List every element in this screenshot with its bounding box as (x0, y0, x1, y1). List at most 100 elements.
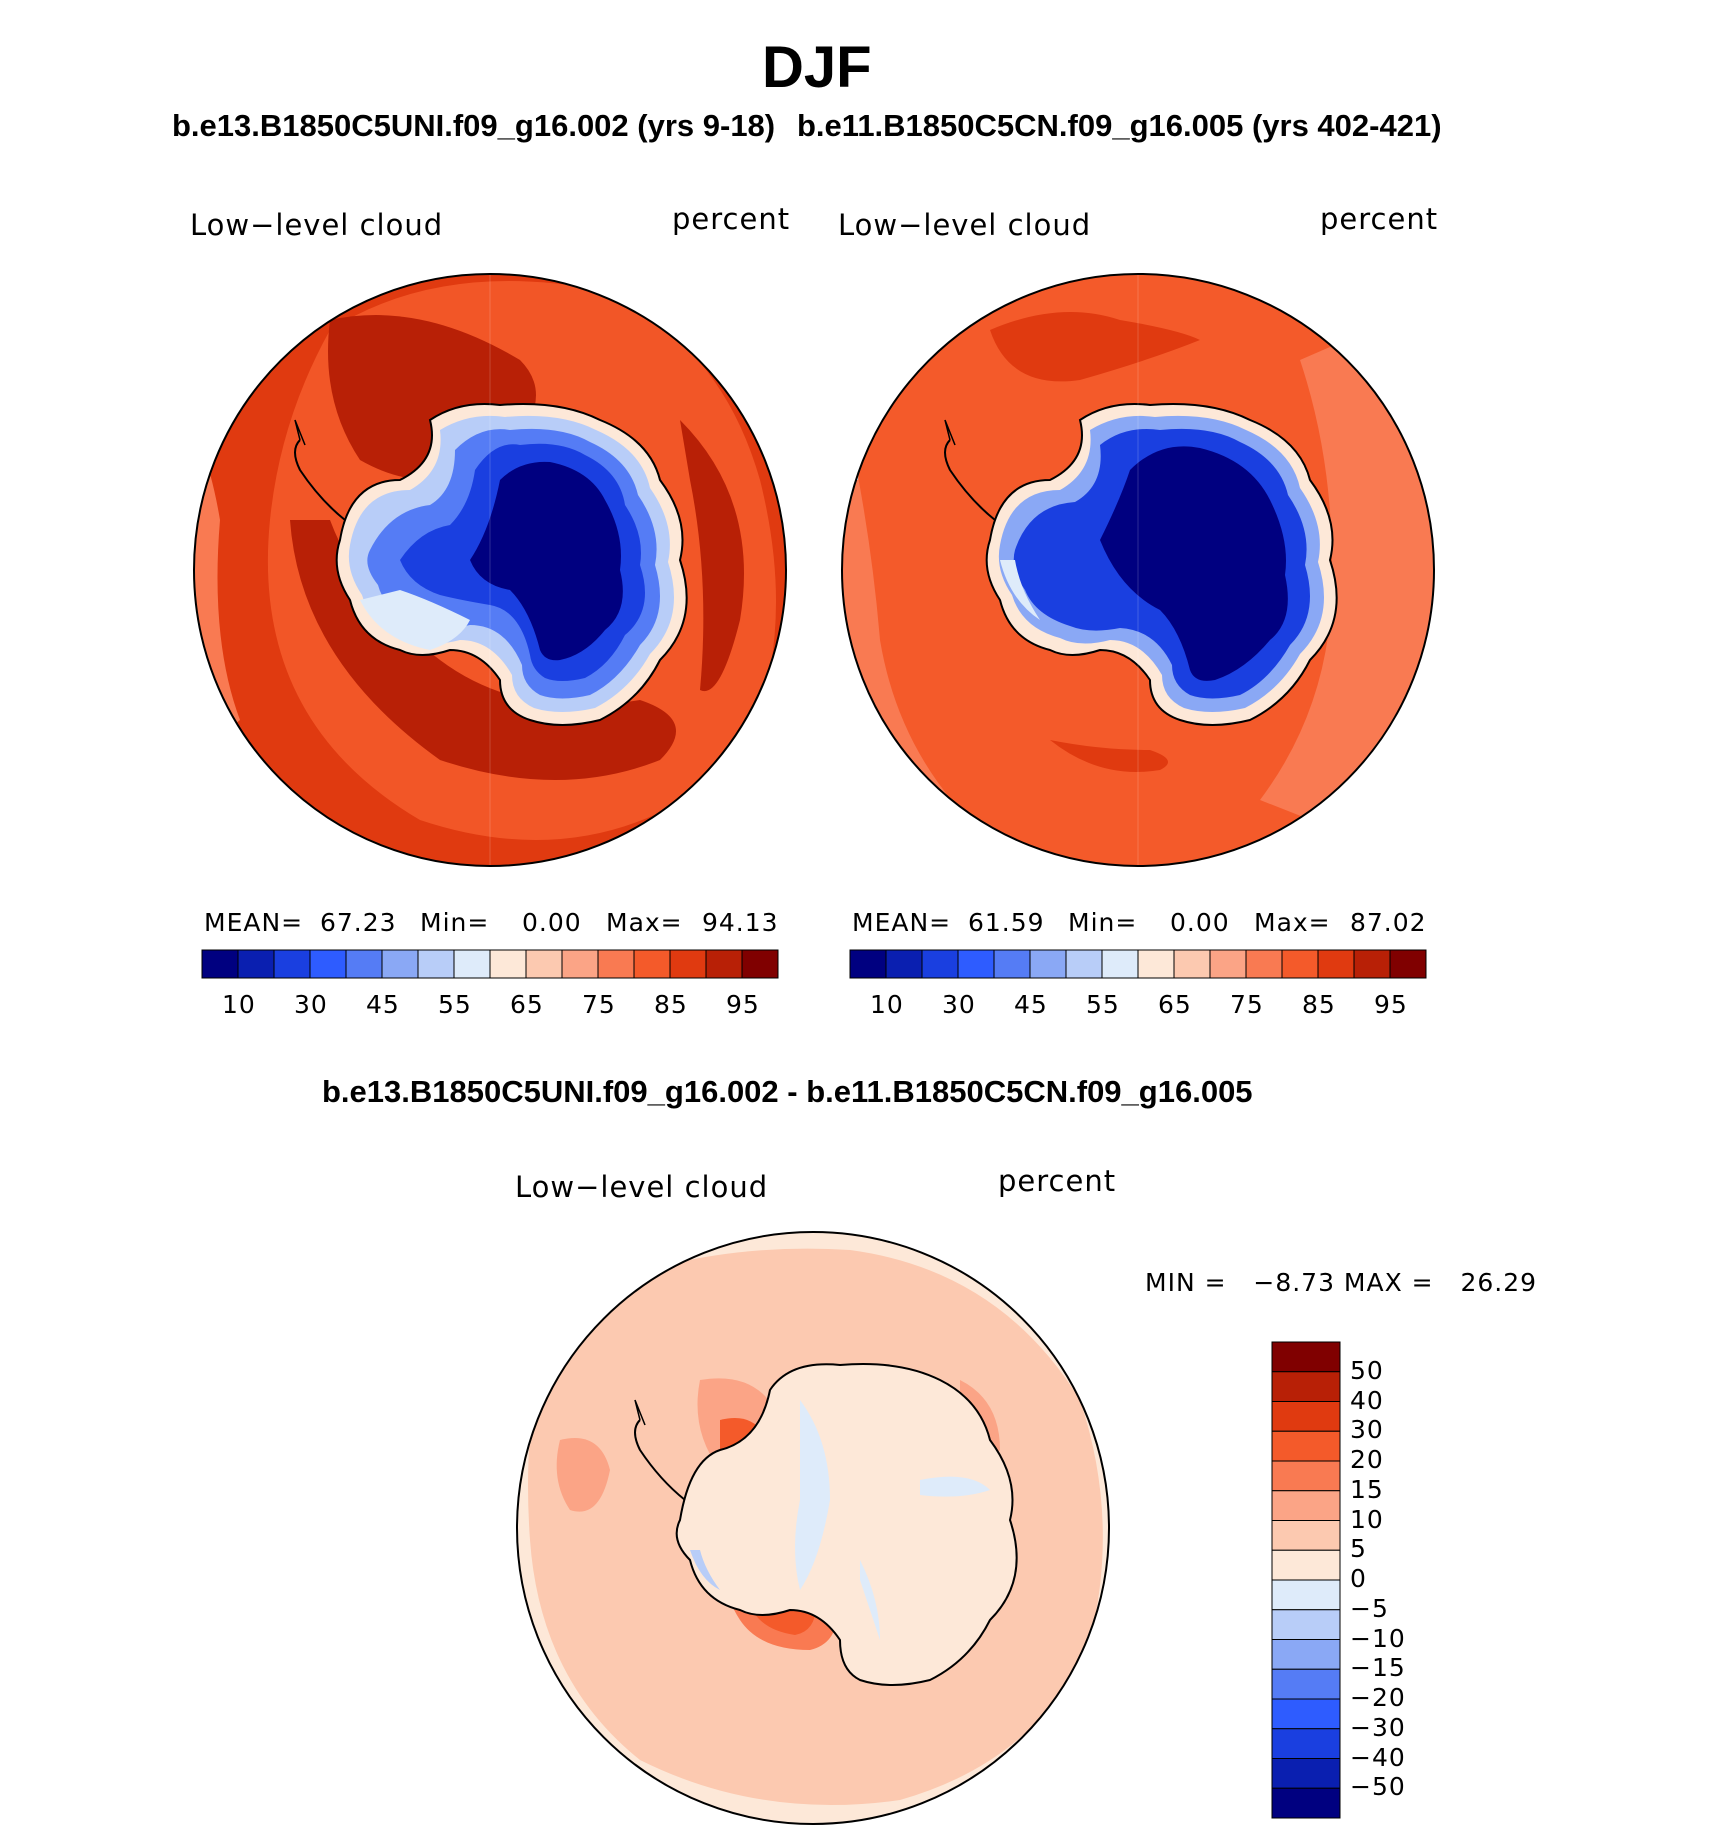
panel2-max-value: 87.02 (1350, 908, 1427, 937)
colorbar-tick-label: 65 (510, 990, 544, 1019)
colorbar-swatch (1271, 1758, 1341, 1789)
diff-map-border (516, 1231, 1110, 1825)
panel1-units-label: percent (672, 202, 791, 236)
colorbar-tick-label: 75 (1230, 990, 1264, 1019)
colorbar-tick-label: 55 (1086, 990, 1120, 1019)
colorbar-swatch (1271, 1371, 1341, 1402)
panel1-mean-value: 67.23 (320, 908, 397, 937)
colorbar-tick-label: 30 (942, 990, 976, 1019)
colorbar-tick-label: 65 (1158, 990, 1192, 1019)
colorbar-tick-label: 10 (870, 990, 904, 1019)
panel2-colorbar (849, 949, 1427, 979)
colorbar-tick-label: 5 (1350, 1534, 1367, 1564)
colorbar-swatch (237, 949, 275, 979)
panel1-case-title: b.e13.B1850C5UNI.f09_g16.002 (yrs 9-18) (172, 108, 776, 143)
panel1-max-label: Max= (606, 908, 683, 937)
colorbar-swatch (1271, 1341, 1341, 1373)
panel2-mean-label: MEAN= (852, 908, 952, 937)
panel1-map (194, 274, 786, 866)
colorbar-tick-label: 0 (1350, 1564, 1367, 1593)
colorbar-swatch (1029, 949, 1067, 979)
colorbar-swatch (1101, 949, 1139, 979)
colorbar-swatch (1271, 1609, 1341, 1640)
colorbar-tick-label: −40 (1350, 1742, 1406, 1772)
colorbar-swatch (1209, 949, 1247, 979)
colorbar-tick-label: 45 (1014, 990, 1048, 1019)
colorbar-tick-label: 75 (582, 990, 616, 1019)
panel2-units-label: percent (1320, 202, 1439, 236)
colorbar-swatch (633, 949, 671, 979)
colorbar-swatch (1389, 949, 1427, 979)
colorbar-swatch (1271, 1549, 1341, 1581)
panel1-mean-label: MEAN= (204, 908, 304, 937)
colorbar-tick-label: 45 (366, 990, 400, 1019)
colorbar-swatch (1173, 949, 1211, 979)
colorbar-swatch (1065, 949, 1103, 979)
colorbar-tick-label: −10 (1350, 1623, 1406, 1653)
colorbar-tick-label: −15 (1350, 1653, 1406, 1683)
colorbar-swatch (1353, 949, 1391, 979)
colorbar-swatch (1271, 1639, 1341, 1670)
panel2-mean-value: 61.59 (968, 908, 1045, 937)
colorbar-tick-label: −50 (1350, 1772, 1406, 1802)
colorbar-swatch (453, 949, 491, 979)
colorbar-tick-label: 10 (222, 990, 256, 1019)
colorbar-swatch (1271, 1787, 1341, 1819)
colorbar-tick-label: −20 (1350, 1683, 1406, 1712)
colorbar-swatch (1281, 949, 1319, 979)
colorbar-swatch (1271, 1668, 1341, 1700)
colorbar-swatch (381, 949, 419, 979)
colorbar-swatch (705, 949, 743, 979)
colorbar-tick-label: 85 (1302, 990, 1336, 1019)
colorbar-tick-label: 50 (1350, 1355, 1384, 1385)
colorbar-swatch (489, 949, 527, 979)
colorbar-swatch (1317, 949, 1355, 979)
panel2-variable-label: Low−level cloud (838, 208, 1092, 242)
colorbar-swatch (309, 949, 347, 979)
colorbar-tick-label: −30 (1350, 1712, 1406, 1742)
diff-variable-label: Low−level cloud (515, 1170, 769, 1204)
colorbar-swatch (201, 949, 239, 979)
colorbar-swatch (597, 949, 635, 979)
panel1-map-border (193, 273, 787, 867)
panel1-min-label: Min= (420, 908, 490, 937)
colorbar-swatch (1271, 1490, 1341, 1521)
colorbar-swatch (1137, 949, 1175, 979)
panel2-min-value: 0.00 (1170, 908, 1230, 937)
diff-units-label: percent (998, 1164, 1117, 1198)
diff-colorbar (1271, 1341, 1341, 1819)
panel1-min-value: 0.00 (522, 908, 582, 937)
colorbar-swatch (1271, 1698, 1341, 1730)
colorbar-swatch (525, 949, 563, 979)
colorbar-swatch (741, 949, 779, 979)
colorbar-swatch (1271, 1520, 1341, 1551)
colorbar-tick-label: 15 (1350, 1474, 1384, 1504)
panel1-colorbar (201, 949, 779, 979)
colorbar-swatch (669, 949, 707, 979)
colorbar-tick-label: −5 (1350, 1593, 1389, 1623)
colorbar-swatch (1245, 949, 1283, 979)
colorbar-swatch (957, 949, 995, 979)
diff-map (517, 1232, 1109, 1824)
colorbar-swatch (273, 949, 311, 979)
colorbar-swatch (993, 949, 1031, 979)
colorbar-tick-label: 95 (1374, 990, 1408, 1019)
panel2-min-label: Min= (1068, 908, 1138, 937)
colorbar-swatch (345, 949, 383, 979)
colorbar-swatch (849, 949, 887, 979)
colorbar-swatch (1271, 1579, 1341, 1611)
main-title: DJF (762, 35, 872, 100)
panel1-max-value: 94.13 (702, 908, 779, 937)
panel2-case-title: b.e11.B1850C5CN.f09_g16.005 (yrs 402-421… (797, 108, 1442, 143)
colorbar-tick-label: 40 (1350, 1385, 1384, 1415)
diff-minmax-text: MIN = −8.73 MAX = 26.29 (1145, 1268, 1538, 1297)
panel1-variable-label: Low−level cloud (190, 208, 444, 242)
colorbar-tick-label: 55 (438, 990, 472, 1019)
colorbar-swatch (1271, 1430, 1341, 1462)
panel2-max-label: Max= (1254, 908, 1331, 937)
colorbar-swatch (561, 949, 599, 979)
panel2-map-border (841, 273, 1435, 867)
colorbar-swatch (885, 949, 923, 979)
colorbar-tick-label: 30 (1350, 1415, 1384, 1445)
colorbar-swatch (1271, 1728, 1341, 1759)
